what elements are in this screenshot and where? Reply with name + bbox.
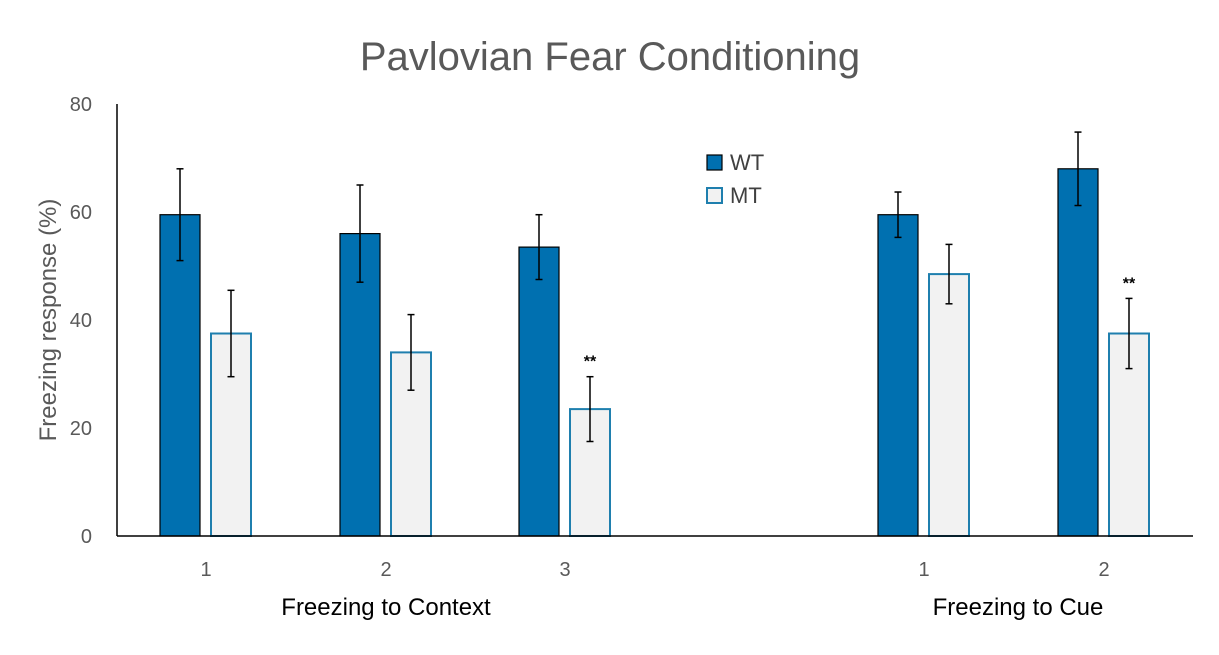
y-tick-label: 0: [81, 526, 92, 548]
legend-swatch-wt: [706, 154, 723, 171]
group-label: Freezing to Context: [281, 594, 491, 621]
bar-mt-4: [928, 273, 970, 537]
legend: WT MT: [706, 150, 764, 208]
y-tick-label: 20: [70, 418, 92, 440]
chart-title: Pavlovian Fear Conditioning: [360, 35, 860, 79]
bar-wt-3: [518, 246, 560, 537]
x-tick-label: 3: [559, 559, 570, 581]
y-axis-ticks: 0 20 40 60 80: [70, 94, 92, 548]
legend-swatch-mt: [706, 187, 723, 204]
x-tick-label: 1: [200, 559, 211, 581]
significance-marker: **: [584, 354, 597, 371]
legend-label: MT: [730, 183, 762, 208]
y-tick-label: 60: [70, 202, 92, 224]
group-labels: Freezing to Context Freezing to Cue: [281, 594, 1103, 621]
x-tick-label: 1: [918, 559, 929, 581]
y-tick-label: 40: [70, 310, 92, 332]
significance-marker: **: [1123, 275, 1136, 292]
bar-wt-2: [339, 233, 381, 537]
bar-wt-1: [159, 214, 201, 537]
group-label: Freezing to Cue: [933, 594, 1104, 621]
bar-wt-4: [877, 214, 919, 537]
y-tick-label: 80: [70, 94, 92, 116]
bars: ** **: [159, 131, 1150, 538]
x-tick-label: 2: [380, 559, 391, 581]
bar-wt-5: [1057, 168, 1099, 537]
y-axis-label: Freezing response (%): [35, 199, 62, 442]
x-tick-label: 2: [1098, 559, 1109, 581]
x-axis-ticks: 1 2 3 1 2: [200, 559, 1109, 581]
legend-label: WT: [730, 150, 764, 175]
